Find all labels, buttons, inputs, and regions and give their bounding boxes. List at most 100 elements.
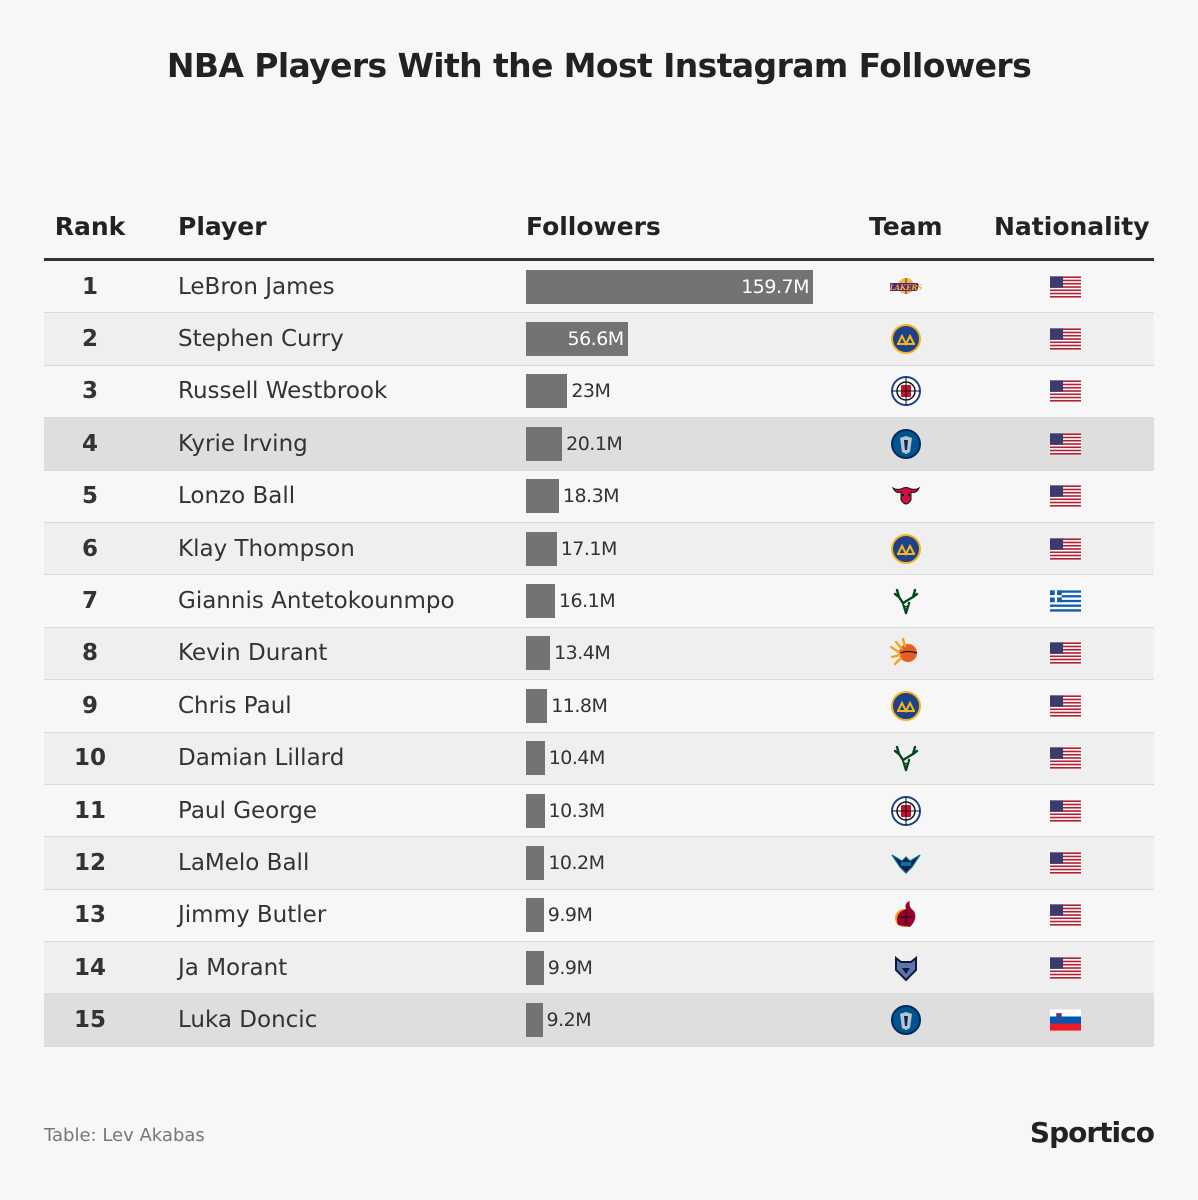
usa-flag-icon [1049, 785, 1081, 836]
follower-count-label: 10.3M [548, 799, 606, 822]
table-row: 3 Russell Westbrook 23M [44, 365, 1154, 419]
rank-cell: 6 [81, 535, 98, 562]
rank-cell: 10 [73, 745, 106, 772]
warriors-logo-icon [888, 680, 924, 731]
usa-flag-icon [1049, 628, 1081, 679]
table-header: Rank Player Followers Team Nationality [44, 206, 1154, 250]
header-rank: Rank [54, 212, 126, 241]
follower-bar [526, 950, 544, 985]
header-nationality: Nationality [994, 212, 1150, 241]
player-name: Klay Thompson [178, 535, 355, 562]
follower-bar [526, 636, 551, 671]
slovenia-flag-icon [1049, 994, 1081, 1045]
follower-bar [526, 426, 563, 461]
followers-cell: 10.2M [526, 837, 856, 888]
player-name: Giannis Antetokounmpo [178, 588, 455, 615]
follower-bar [526, 479, 559, 514]
table-row: 12 LaMelo Ball 10.2M [44, 837, 1154, 890]
follower-count-label: 9.2M [546, 1009, 592, 1032]
mavericks-logo-icon [888, 994, 924, 1045]
rank-cell: 13 [73, 902, 106, 929]
player-name: Stephen Curry [178, 326, 344, 353]
table-row: 6 Klay Thompson 17.1M [44, 522, 1154, 576]
table-row: 13 Jimmy Butler 9.9M [44, 889, 1154, 943]
follower-bar [526, 688, 548, 723]
rank-cell: 3 [81, 378, 98, 405]
usa-flag-icon [1049, 680, 1081, 731]
greece-flag-icon [1049, 575, 1081, 626]
warriors-logo-icon [888, 313, 924, 364]
usa-flag-icon [1049, 733, 1081, 784]
follower-bar: 56.6M [526, 322, 628, 357]
followers-cell: 11.8M [526, 680, 856, 731]
table-row: 9 Chris Paul 11.8M [44, 680, 1154, 733]
follower-count-label: 16.1M [558, 590, 616, 613]
table-row: 11 Paul George 10.3M [44, 784, 1154, 838]
follower-count-label: 10.4M [548, 747, 606, 770]
follower-count-label: 9.9M [547, 956, 593, 979]
warriors-logo-icon [888, 523, 924, 574]
followers-cell: 20.1M [526, 418, 856, 469]
mavericks-logo-icon [888, 418, 924, 469]
follower-bar [526, 1003, 543, 1038]
follower-bar [526, 531, 557, 566]
rank-cell: 2 [81, 326, 98, 353]
player-name: Kevin Durant [178, 640, 328, 667]
followers-cell: 23M [526, 366, 856, 417]
usa-flag-icon [1049, 942, 1081, 993]
follower-count-label: 11.8M [551, 694, 608, 717]
rank-cell: 14 [73, 954, 106, 981]
follower-bar [526, 898, 544, 933]
follower-count-label: 159.7M [741, 275, 809, 298]
followers-cell: 16.1M [526, 575, 856, 626]
followers-cell: 10.3M [526, 785, 856, 836]
table-row: 7 Giannis Antetokounmpo 16.1M [44, 575, 1154, 628]
table-row: 4 Kyrie Irving 20.1M [44, 418, 1154, 471]
follower-count-label: 17.1M [560, 537, 618, 560]
followers-cell: 9.2M [526, 994, 856, 1045]
follower-count-label: 20.1M [566, 432, 623, 455]
follower-count-label: 56.6M [567, 328, 625, 351]
player-name: Kyrie Irving [178, 430, 308, 457]
player-name: Chris Paul [178, 692, 292, 719]
followers-cell: 10.4M [526, 733, 856, 784]
follower-count-label: 23M [571, 380, 611, 403]
heat-logo-icon [888, 890, 924, 941]
rank-cell: 15 [73, 1007, 106, 1034]
usa-flag-icon [1049, 837, 1081, 888]
follower-count-label: 10.2M [548, 851, 605, 874]
followers-cell: 18.3M [526, 471, 856, 522]
table-row: 15 Luka Doncic 9.2M [44, 994, 1154, 1047]
rank-cell: 8 [81, 640, 98, 667]
header-player: Player [178, 212, 267, 241]
usa-flag-icon [1049, 261, 1081, 312]
usa-flag-icon [1049, 471, 1081, 522]
rank-cell: 12 [73, 849, 106, 876]
table-row: 8 Kevin Durant 13.4M [44, 627, 1154, 681]
table-row: 10 Damian Lillard 10.4M [44, 732, 1154, 785]
credit-text: Table: Lev Akabas [44, 1125, 205, 1146]
follower-count-label: 9.9M [547, 904, 593, 927]
followers-cell: 159.7M [526, 261, 856, 312]
usa-flag-icon [1049, 418, 1081, 469]
player-name: LeBron James [178, 273, 335, 300]
player-name: LaMelo Ball [178, 849, 310, 876]
clippers-logo-icon [888, 785, 924, 836]
follower-bar [526, 845, 545, 880]
follower-count-label: 18.3M [562, 485, 620, 508]
header-followers: Followers [526, 212, 661, 241]
brand-logo: Sportico [1029, 1116, 1155, 1149]
followers-cell: 9.9M [526, 942, 856, 993]
player-name: Lonzo Ball [178, 483, 296, 510]
table-row: 14 Ja Morant 9.9M [44, 942, 1154, 995]
player-name: Ja Morant [178, 954, 288, 981]
clippers-logo-icon [888, 366, 924, 417]
table-row: 5 Lonzo Ball 18.3M [44, 470, 1154, 523]
suns-logo-icon [888, 628, 924, 679]
table-row: 2 Stephen Curry 56.6M [44, 313, 1154, 366]
rank-cell: 1 [81, 273, 98, 300]
bulls-logo-icon [888, 471, 924, 522]
player-name: Damian Lillard [178, 745, 345, 772]
usa-flag-icon [1049, 313, 1081, 364]
table-body: 1 LeBron James 159.7M LAKERS 2 Stephen Curry 5… [44, 261, 1154, 1047]
